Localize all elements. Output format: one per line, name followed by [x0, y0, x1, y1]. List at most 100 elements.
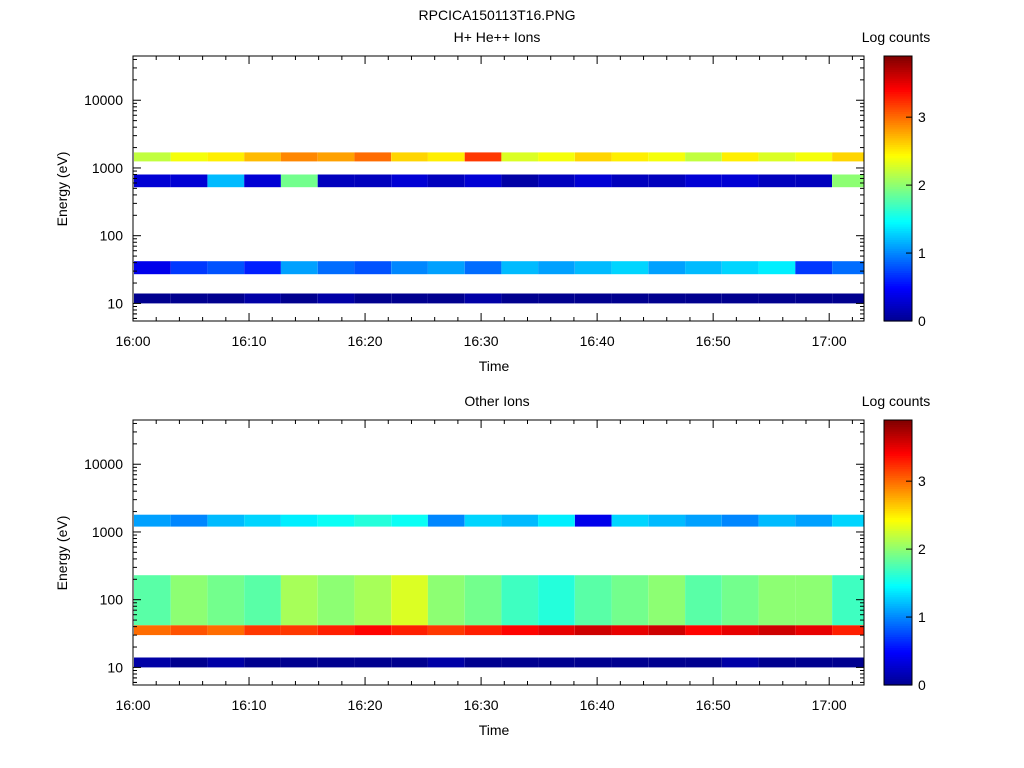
- colorbar-segment: [884, 64, 912, 68]
- heatmap-cell-2-14: [648, 514, 686, 527]
- colorbar-segment: [884, 113, 912, 117]
- x-tick-label: 16:00: [115, 697, 150, 713]
- colorbar-segment: [884, 638, 912, 642]
- colorbar-segment: [884, 592, 912, 596]
- colorbar-segment: [884, 470, 912, 474]
- colorbar-frame: [883, 55, 913, 322]
- colorbar-segment: [884, 67, 912, 70]
- x-tick-label: 16:50: [696, 333, 731, 349]
- colorbar-segment: [884, 539, 912, 543]
- heatmap-cell-3-6: [354, 293, 392, 304]
- heatmap-cell-1-14: [648, 261, 686, 275]
- y-tick-label: 10000: [84, 92, 123, 108]
- colorbar-segment: [884, 93, 912, 97]
- colorbar-segment: [884, 309, 912, 313]
- plot-frame: [132, 419, 865, 686]
- colorbar-segment: [884, 252, 912, 256]
- heatmap-cell-2-11: [538, 514, 575, 527]
- colorbar-segment: [884, 420, 912, 423]
- x-tick-label: 16:40: [580, 333, 615, 349]
- heatmap-cell-0-3: [244, 625, 281, 636]
- colorbar-segment: [884, 428, 912, 432]
- plot-frame: [132, 55, 865, 322]
- y-tick-label: 10: [107, 295, 123, 311]
- panel-title: H+ He++ Ions: [454, 29, 541, 45]
- colorbar-segment: [884, 587, 912, 591]
- colorbar-segment: [884, 519, 912, 523]
- colorbar-segment: [884, 261, 912, 265]
- colorbar-segment: [884, 111, 912, 115]
- colorbar-segment: [884, 164, 912, 168]
- heatmap-cell-2-6: [354, 174, 392, 188]
- colorbar-segment: [884, 590, 912, 593]
- heatmap-cell-0-4: [280, 625, 318, 636]
- colorbar-segment: [884, 658, 912, 662]
- heatmap-cell-3-18: [795, 657, 832, 668]
- colorbar-segment: [884, 210, 912, 214]
- colorbar-segment: [884, 279, 912, 282]
- colorbar-segment: [884, 217, 912, 221]
- heatmap-cell-2-18: [795, 514, 832, 527]
- y-tick-label: 100: [100, 592, 124, 608]
- colorbar-segment: [884, 314, 912, 318]
- colorbar-segment: [884, 514, 912, 518]
- colorbar: 0 1 2 3: [883, 55, 926, 329]
- colorbar-segment: [884, 124, 912, 128]
- colorbar-segment: [884, 541, 912, 545]
- colorbar-segment: [884, 651, 912, 655]
- heatmap-cell-3-11: [538, 657, 575, 668]
- heatmap-cell-0-14: [648, 625, 686, 636]
- colorbar-segment: [884, 667, 912, 671]
- colorbar-segment: [884, 521, 912, 525]
- colorbar-segment: [884, 248, 912, 251]
- colorbar-segment: [884, 479, 912, 483]
- colorbar-segment: [884, 131, 912, 134]
- heatmap-cell-0-12: [574, 625, 612, 636]
- heatmap-cell-0-18: [795, 152, 832, 162]
- heatmap-cell-1-14: [648, 575, 686, 626]
- colorbar-segment: [884, 632, 912, 635]
- heatmap-cell-3-2: [207, 293, 245, 304]
- y-tick-label: 10000: [84, 456, 123, 472]
- axes: 16:00 16:10 16:20 16:30 16:40 16:50 17:00 10 100…: [84, 55, 865, 349]
- heatmap-cell-1-4: [280, 261, 318, 275]
- colorbar-segment: [884, 89, 912, 92]
- heatmap-cell-3-8: [427, 293, 465, 304]
- colorbar-segment: [884, 206, 912, 209]
- colorbar-segment: [884, 168, 912, 172]
- heatmap-cell-2-7: [391, 514, 428, 527]
- heatmap-cell-1-17: [758, 261, 796, 275]
- heatmap-cell-2-2: [207, 514, 245, 527]
- heatmap-cell-0-11: [538, 152, 575, 162]
- heatmap-cell-1-11: [538, 575, 575, 626]
- y-axis-label: Energy (eV): [54, 152, 70, 227]
- colorbar-segment: [884, 230, 912, 234]
- heatmap-cell-3-14: [648, 293, 686, 304]
- colorbar-segment: [884, 69, 912, 73]
- heatmap-cell-3-0: [134, 657, 171, 668]
- colorbar-segment: [884, 146, 912, 150]
- colorbar-segment: [884, 682, 912, 686]
- colorbar-segment: [884, 203, 912, 207]
- heatmap-cell-2-19: [832, 174, 864, 188]
- colorbar-segment: [884, 274, 912, 278]
- colorbar-segment: [884, 473, 912, 476]
- colorbar-segment: [884, 192, 912, 196]
- colorbar-segment: [884, 201, 912, 205]
- heatmap-cell-1-13: [611, 261, 649, 275]
- heatmap-cell-0-6: [354, 625, 392, 636]
- colorbar-segment: [884, 91, 912, 95]
- heatmap-cell-3-8: [427, 657, 465, 668]
- colorbar-segment: [884, 316, 912, 320]
- x-tick-label: 16:20: [348, 333, 383, 349]
- colorbar-segment: [884, 115, 912, 119]
- heatmap-cell-1-6: [354, 261, 392, 275]
- colorbar-segment: [884, 166, 912, 170]
- colorbar-segment: [884, 457, 912, 461]
- colorbar-segment: [884, 120, 912, 123]
- colorbar-segment: [884, 530, 912, 534]
- colorbar-segment: [884, 71, 912, 75]
- colorbar-tick-label: 3: [918, 109, 926, 125]
- heatmap-cell-3-4: [280, 657, 318, 668]
